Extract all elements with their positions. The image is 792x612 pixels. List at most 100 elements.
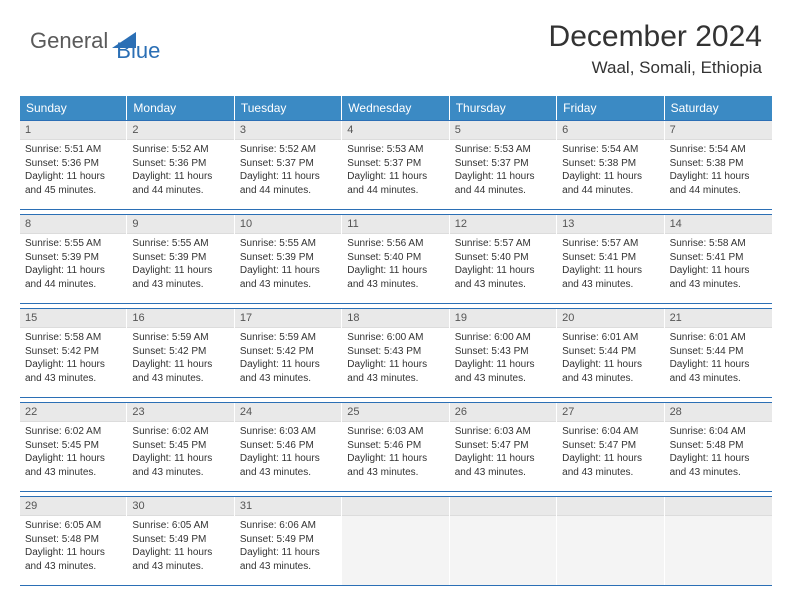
month-title: December 2024: [549, 20, 762, 54]
day-cell: 25Sunrise: 6:03 AMSunset: 5:46 PMDayligh…: [342, 403, 449, 491]
sunset-line: Sunset: 5:37 PM: [240, 157, 336, 171]
daylight-line: Daylight: 11 hours and 44 minutes.: [25, 264, 121, 291]
day-cell: 26Sunrise: 6:03 AMSunset: 5:47 PMDayligh…: [450, 403, 557, 491]
sunrise-line: Sunrise: 6:05 AM: [132, 519, 228, 533]
sunset-line: Sunset: 5:36 PM: [25, 157, 121, 171]
day-number: 2: [127, 121, 233, 140]
sunset-line: Sunset: 5:42 PM: [132, 345, 228, 359]
day-cell: 2Sunrise: 5:52 AMSunset: 5:36 PMDaylight…: [127, 121, 234, 209]
sunset-line: Sunset: 5:39 PM: [132, 251, 228, 265]
dow-header-cell: Sunday: [20, 96, 127, 120]
logo-text-2: Blue: [116, 38, 160, 64]
calendar: SundayMondayTuesdayWednesdayThursdayFrid…: [20, 96, 772, 586]
day-number: 25: [342, 403, 448, 422]
sunset-line: Sunset: 5:41 PM: [670, 251, 767, 265]
day-body: Sunrise: 6:03 AMSunset: 5:46 PMDaylight:…: [342, 422, 448, 483]
daylight-line: Daylight: 11 hours and 43 minutes.: [240, 358, 336, 385]
daylight-line: Daylight: 11 hours and 43 minutes.: [132, 452, 228, 479]
sunset-line: Sunset: 5:49 PM: [132, 533, 228, 547]
day-body: Sunrise: 6:01 AMSunset: 5:44 PMDaylight:…: [557, 328, 663, 389]
day-number-empty: [342, 497, 448, 516]
day-number: 7: [665, 121, 772, 140]
day-body: Sunrise: 6:02 AMSunset: 5:45 PMDaylight:…: [20, 422, 126, 483]
day-number: 12: [450, 215, 556, 234]
daylight-line: Daylight: 11 hours and 43 minutes.: [670, 358, 767, 385]
day-cell: 27Sunrise: 6:04 AMSunset: 5:47 PMDayligh…: [557, 403, 664, 491]
daylight-line: Daylight: 11 hours and 43 minutes.: [132, 546, 228, 573]
daylight-line: Daylight: 11 hours and 43 minutes.: [347, 358, 443, 385]
daylight-line: Daylight: 11 hours and 44 minutes.: [240, 170, 336, 197]
day-cell: 6Sunrise: 5:54 AMSunset: 5:38 PMDaylight…: [557, 121, 664, 209]
day-number: 29: [20, 497, 126, 516]
day-body: Sunrise: 5:54 AMSunset: 5:38 PMDaylight:…: [557, 140, 663, 201]
day-cell: 29Sunrise: 6:05 AMSunset: 5:48 PMDayligh…: [20, 497, 127, 585]
day-body: Sunrise: 5:59 AMSunset: 5:42 PMDaylight:…: [235, 328, 341, 389]
day-body: Sunrise: 5:55 AMSunset: 5:39 PMDaylight:…: [20, 234, 126, 295]
sunrise-line: Sunrise: 6:02 AM: [132, 425, 228, 439]
day-body: Sunrise: 5:52 AMSunset: 5:37 PMDaylight:…: [235, 140, 341, 201]
day-body: Sunrise: 6:00 AMSunset: 5:43 PMDaylight:…: [342, 328, 448, 389]
day-cell: [342, 497, 449, 585]
daylight-line: Daylight: 11 hours and 43 minutes.: [240, 452, 336, 479]
sunset-line: Sunset: 5:44 PM: [670, 345, 767, 359]
weeks-container: 1Sunrise: 5:51 AMSunset: 5:36 PMDaylight…: [20, 120, 772, 586]
sunrise-line: Sunrise: 6:03 AM: [455, 425, 551, 439]
sunset-line: Sunset: 5:38 PM: [562, 157, 658, 171]
dow-header-cell: Friday: [557, 96, 664, 120]
day-body: Sunrise: 5:58 AMSunset: 5:41 PMDaylight:…: [665, 234, 772, 295]
sunrise-line: Sunrise: 5:55 AM: [132, 237, 228, 251]
sunrise-line: Sunrise: 5:59 AM: [132, 331, 228, 345]
day-number: 26: [450, 403, 556, 422]
day-number: 18: [342, 309, 448, 328]
dow-header-cell: Tuesday: [235, 96, 342, 120]
day-body: Sunrise: 5:57 AMSunset: 5:40 PMDaylight:…: [450, 234, 556, 295]
day-cell: 12Sunrise: 5:57 AMSunset: 5:40 PMDayligh…: [450, 215, 557, 303]
sunrise-line: Sunrise: 6:01 AM: [562, 331, 658, 345]
day-number: 28: [665, 403, 772, 422]
day-number: 30: [127, 497, 233, 516]
day-cell: 1Sunrise: 5:51 AMSunset: 5:36 PMDaylight…: [20, 121, 127, 209]
header: General Blue December 2024 Waal, Somali,…: [0, 0, 792, 86]
day-body: Sunrise: 6:05 AMSunset: 5:49 PMDaylight:…: [127, 516, 233, 577]
sunset-line: Sunset: 5:47 PM: [562, 439, 658, 453]
sunrise-line: Sunrise: 5:59 AM: [240, 331, 336, 345]
daylight-line: Daylight: 11 hours and 44 minutes.: [562, 170, 658, 197]
sunset-line: Sunset: 5:42 PM: [25, 345, 121, 359]
daylight-line: Daylight: 11 hours and 43 minutes.: [132, 264, 228, 291]
dow-header-cell: Thursday: [450, 96, 557, 120]
day-number: 20: [557, 309, 663, 328]
day-number: 3: [235, 121, 341, 140]
sunrise-line: Sunrise: 5:51 AM: [25, 143, 121, 157]
day-number: 22: [20, 403, 126, 422]
location-text: Waal, Somali, Ethiopia: [549, 58, 762, 78]
week-row: 15Sunrise: 5:58 AMSunset: 5:42 PMDayligh…: [20, 308, 772, 398]
day-body: Sunrise: 6:03 AMSunset: 5:47 PMDaylight:…: [450, 422, 556, 483]
sunset-line: Sunset: 5:42 PM: [240, 345, 336, 359]
dow-header-cell: Wednesday: [342, 96, 449, 120]
day-body: Sunrise: 5:55 AMSunset: 5:39 PMDaylight:…: [235, 234, 341, 295]
logo: General Blue: [30, 20, 182, 54]
day-body: Sunrise: 6:01 AMSunset: 5:44 PMDaylight:…: [665, 328, 772, 389]
day-number: 14: [665, 215, 772, 234]
sunset-line: Sunset: 5:39 PM: [25, 251, 121, 265]
sunset-line: Sunset: 5:39 PM: [240, 251, 336, 265]
day-body: Sunrise: 5:52 AMSunset: 5:36 PMDaylight:…: [127, 140, 233, 201]
dow-header-row: SundayMondayTuesdayWednesdayThursdayFrid…: [20, 96, 772, 120]
daylight-line: Daylight: 11 hours and 43 minutes.: [562, 452, 658, 479]
sunrise-line: Sunrise: 6:06 AM: [240, 519, 336, 533]
sunset-line: Sunset: 5:40 PM: [455, 251, 551, 265]
day-cell: 11Sunrise: 5:56 AMSunset: 5:40 PMDayligh…: [342, 215, 449, 303]
day-body: Sunrise: 5:54 AMSunset: 5:38 PMDaylight:…: [665, 140, 772, 201]
week-row: 1Sunrise: 5:51 AMSunset: 5:36 PMDaylight…: [20, 120, 772, 210]
day-body: Sunrise: 5:56 AMSunset: 5:40 PMDaylight:…: [342, 234, 448, 295]
day-cell: 7Sunrise: 5:54 AMSunset: 5:38 PMDaylight…: [665, 121, 772, 209]
sunrise-line: Sunrise: 5:52 AM: [240, 143, 336, 157]
day-cell: [665, 497, 772, 585]
day-number: 15: [20, 309, 126, 328]
daylight-line: Daylight: 11 hours and 43 minutes.: [240, 546, 336, 573]
daylight-line: Daylight: 11 hours and 44 minutes.: [455, 170, 551, 197]
sunrise-line: Sunrise: 5:55 AM: [25, 237, 121, 251]
daylight-line: Daylight: 11 hours and 43 minutes.: [670, 452, 767, 479]
sunset-line: Sunset: 5:44 PM: [562, 345, 658, 359]
day-cell: 31Sunrise: 6:06 AMSunset: 5:49 PMDayligh…: [235, 497, 342, 585]
